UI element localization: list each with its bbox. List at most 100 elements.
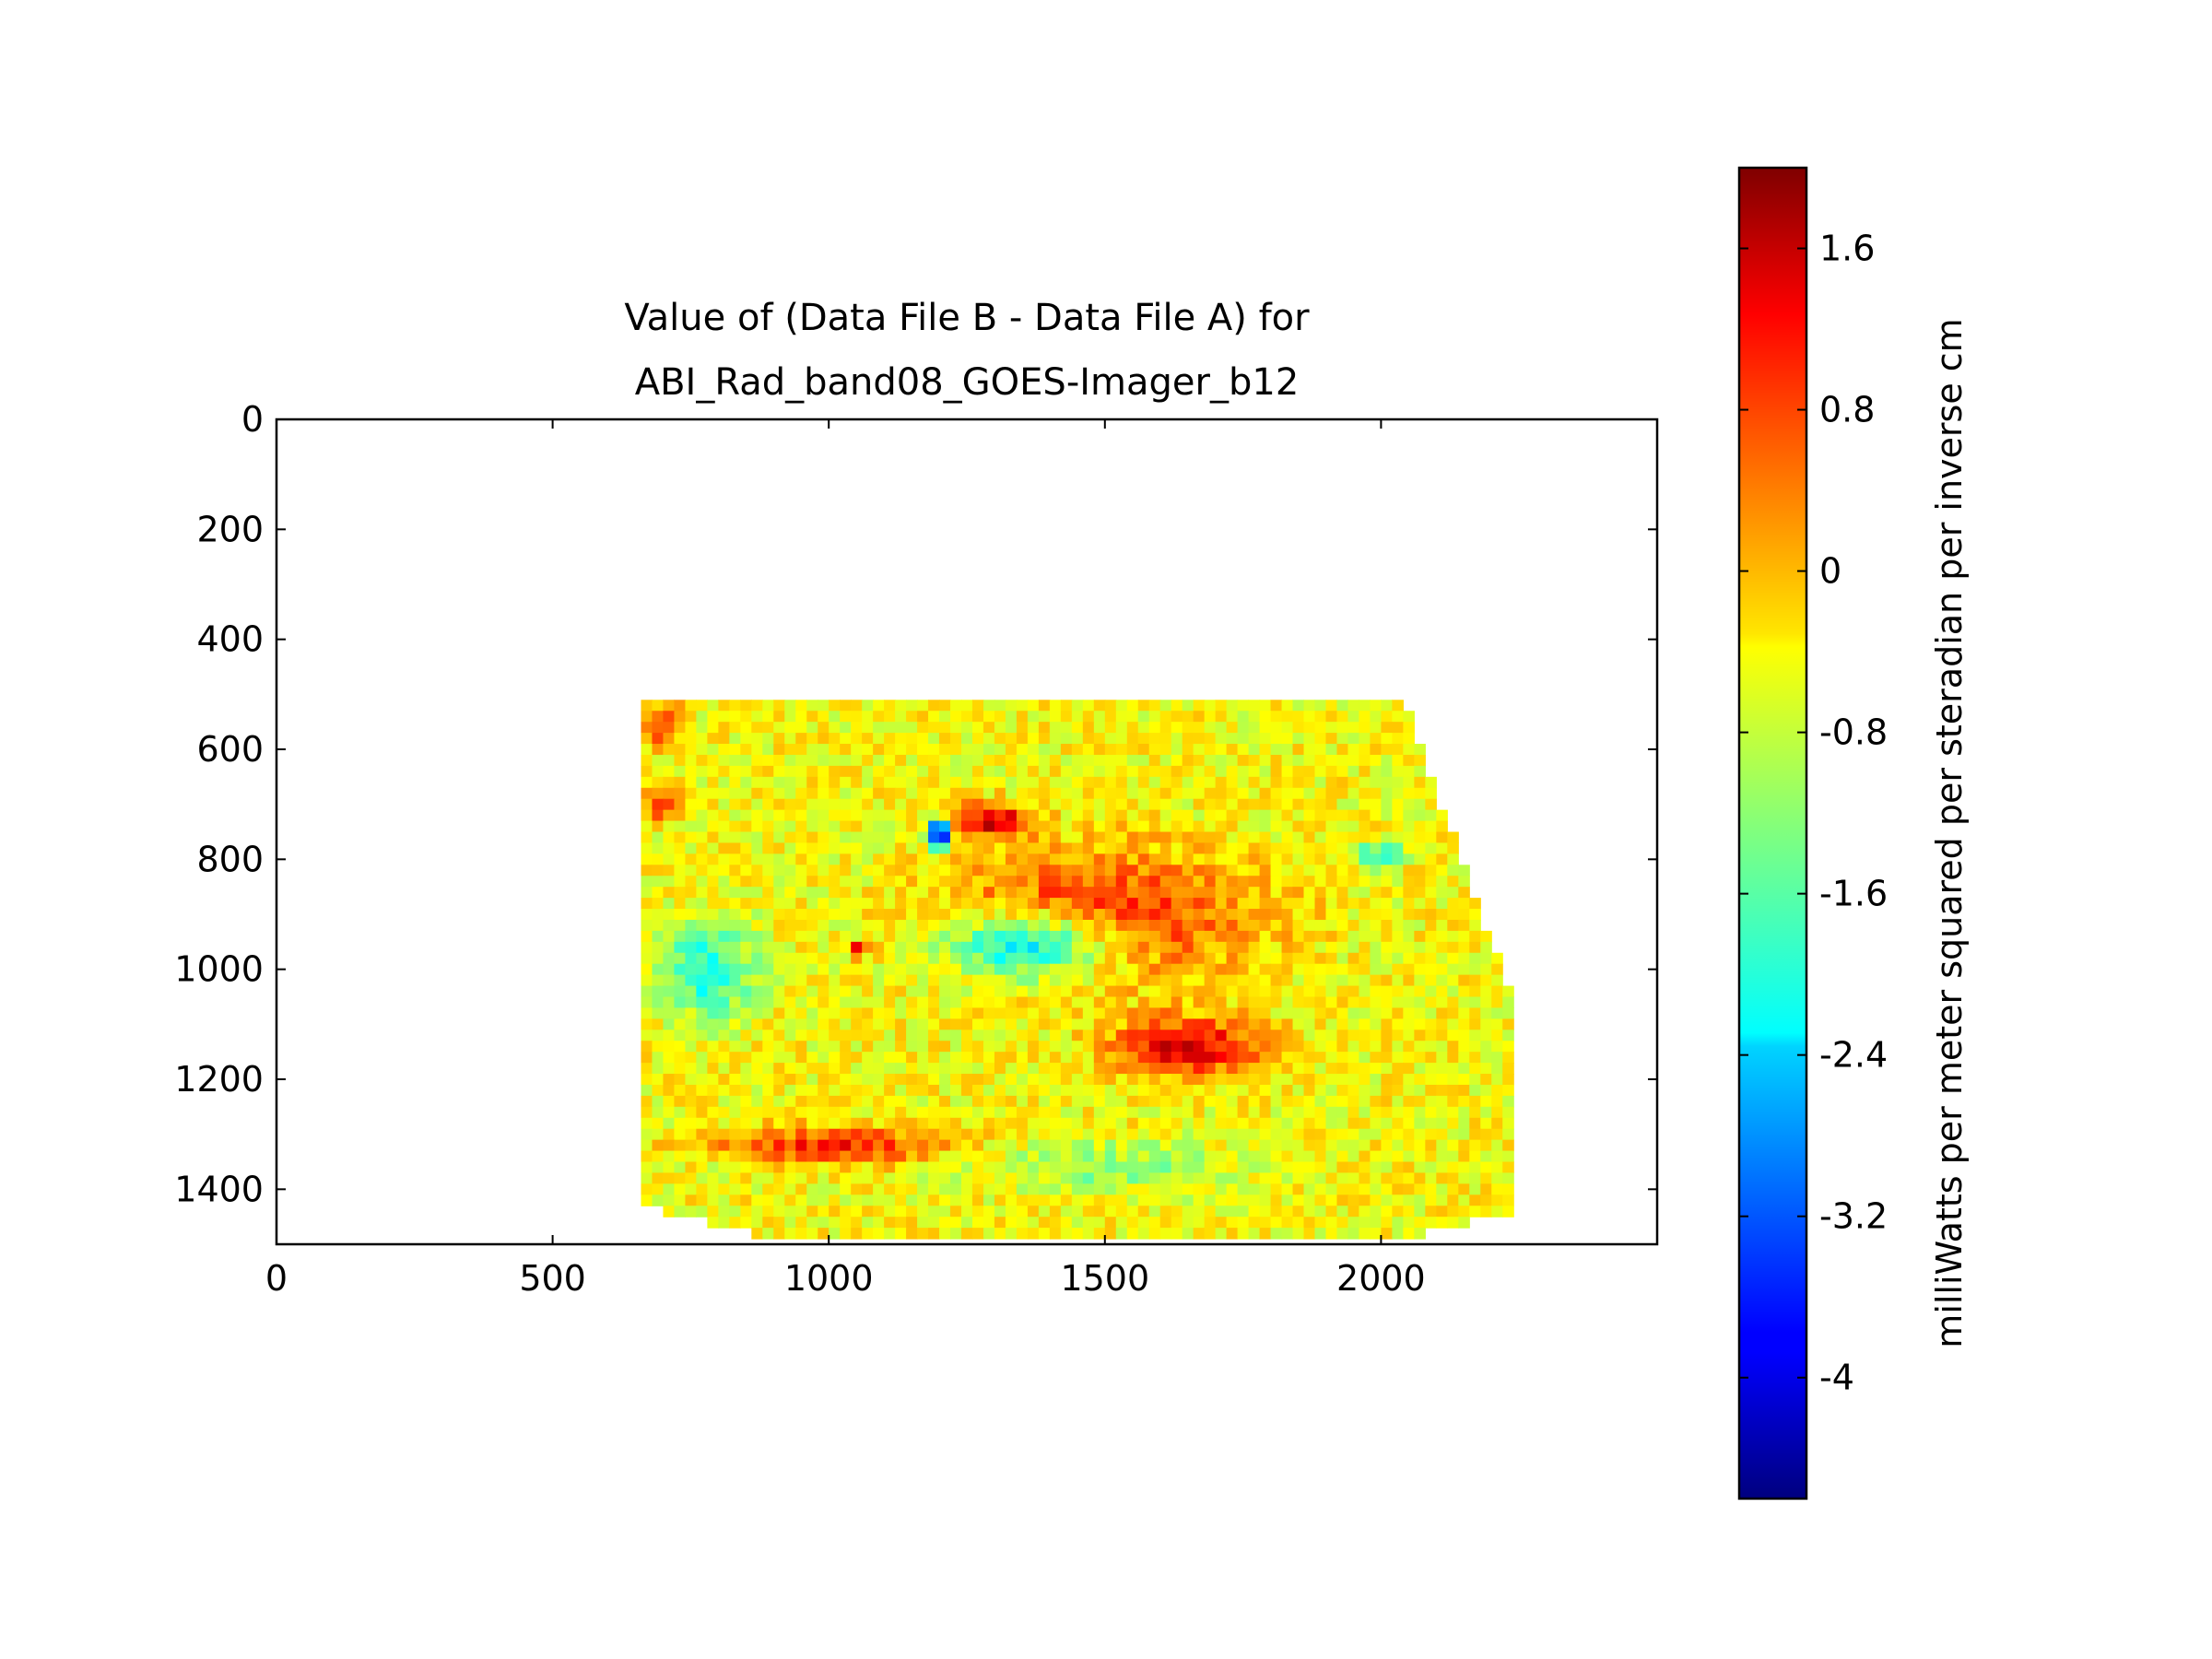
heatmap-cell [1115, 1106, 1128, 1119]
heatmap-cell [1093, 700, 1106, 712]
heatmap-cell [1436, 1084, 1448, 1097]
heatmap-cell [1281, 1030, 1294, 1041]
heatmap-cell [1215, 1041, 1228, 1053]
heatmap-cell [806, 919, 818, 932]
heatmap-cell [1016, 809, 1029, 822]
heatmap-cell [652, 963, 665, 976]
heatmap-cell [1281, 985, 1294, 998]
heatmap-cell [1182, 865, 1194, 877]
heatmap-cell [1082, 1095, 1095, 1108]
heatmap-cell [851, 831, 863, 844]
heatmap-cell [884, 1018, 896, 1030]
heatmap-cells [641, 700, 1514, 1240]
heatmap-cell [961, 1228, 973, 1240]
heatmap-cell [1237, 1206, 1250, 1218]
heatmap-cell [873, 898, 885, 910]
heatmap-cell [1049, 1194, 1062, 1206]
heatmap-cell [1325, 1030, 1338, 1041]
heatmap-cell [895, 722, 907, 734]
heatmap-cell [1414, 963, 1426, 976]
heatmap-cell [1005, 711, 1018, 723]
heatmap-cell [950, 1084, 962, 1097]
heatmap-cell [1038, 1206, 1051, 1218]
heatmap-cell [917, 985, 929, 998]
heatmap-cell [1292, 1206, 1305, 1218]
heatmap-cell [1126, 733, 1139, 745]
heatmap-cell [1392, 754, 1404, 767]
heatmap-cell [1303, 1095, 1316, 1108]
heatmap-cell [1325, 842, 1338, 854]
heatmap-cell [1115, 974, 1128, 987]
heatmap-cell [982, 1206, 995, 1218]
heatmap-cell [1193, 1030, 1206, 1041]
heatmap-cell [1148, 1183, 1161, 1195]
heatmap-cell [1027, 909, 1040, 921]
heatmap-cell [1303, 809, 1316, 822]
heatmap-cell [818, 765, 830, 778]
heatmap-cell [1071, 1228, 1084, 1240]
heatmap-cell [1270, 1030, 1283, 1041]
heatmap-cell [751, 876, 763, 888]
heatmap-cell [1104, 1063, 1117, 1075]
heatmap-cell [950, 711, 962, 723]
heatmap-cell [1403, 820, 1415, 833]
heatmap-cell [806, 1095, 818, 1108]
heatmap-cell [1159, 1194, 1172, 1206]
heatmap-cell [718, 1194, 730, 1206]
heatmap-cell [1093, 876, 1106, 888]
heatmap-cell [674, 820, 686, 833]
heatmap-cell [773, 1030, 785, 1041]
heatmap-cell [1137, 1095, 1150, 1108]
heatmap-cell [1115, 820, 1128, 833]
heatmap-cell [917, 765, 929, 778]
heatmap-cell [873, 1206, 885, 1218]
heatmap-cell [1027, 853, 1040, 865]
heatmap-cell [740, 1018, 752, 1030]
heatmap-cell [1049, 909, 1062, 921]
heatmap-cell [674, 898, 686, 910]
heatmap-cell [1237, 809, 1250, 822]
heatmap-cell [1303, 831, 1316, 844]
heatmap-cell [1226, 1007, 1239, 1019]
heatmap-cell [1093, 754, 1106, 767]
heatmap-cell [840, 1084, 852, 1097]
heatmap-cell [1038, 744, 1051, 756]
heatmap-cell [1381, 820, 1393, 833]
heatmap-cell [1491, 963, 1503, 976]
heatmap-cell [1447, 996, 1459, 1009]
heatmap-cell [1049, 1128, 1062, 1141]
heatmap-cell [773, 985, 785, 998]
heatmap-cell [950, 887, 962, 899]
heatmap-cell [784, 842, 796, 854]
heatmap-cell [1093, 765, 1106, 778]
heatmap-cell [1226, 1183, 1239, 1195]
heatmap-cell [851, 798, 863, 811]
heatmap-cell [884, 809, 896, 822]
heatmap-cell [906, 1128, 918, 1141]
heatmap-cell [1392, 1194, 1404, 1206]
heatmap-cell [1226, 887, 1239, 899]
heatmap-cell [1126, 1074, 1139, 1086]
heatmap-cell [1259, 853, 1272, 865]
heatmap-cell [1204, 1018, 1217, 1030]
heatmap-cell [762, 1172, 774, 1184]
heatmap-cell [696, 941, 708, 954]
heatmap-cell [1148, 765, 1161, 778]
heatmap-cell [1204, 1063, 1217, 1075]
heatmap-cell [1403, 733, 1415, 745]
heatmap-cell [1359, 952, 1371, 965]
heatmap-cell [1392, 909, 1404, 921]
heatmap-cell [1115, 1217, 1128, 1229]
heatmap-cell [939, 711, 951, 723]
heatmap-cell [1137, 1172, 1150, 1184]
heatmap-cell [1137, 787, 1150, 800]
heatmap-cell [1226, 809, 1239, 822]
heatmap-cell [840, 700, 852, 712]
heatmap-cell [1403, 1217, 1415, 1229]
heatmap-cell [663, 930, 676, 943]
heatmap-cell [1381, 754, 1393, 767]
heatmap-cell [906, 1228, 918, 1240]
heatmap-cell [1038, 1194, 1051, 1206]
heatmap-cell [762, 711, 774, 723]
heatmap-cell [1403, 787, 1415, 800]
